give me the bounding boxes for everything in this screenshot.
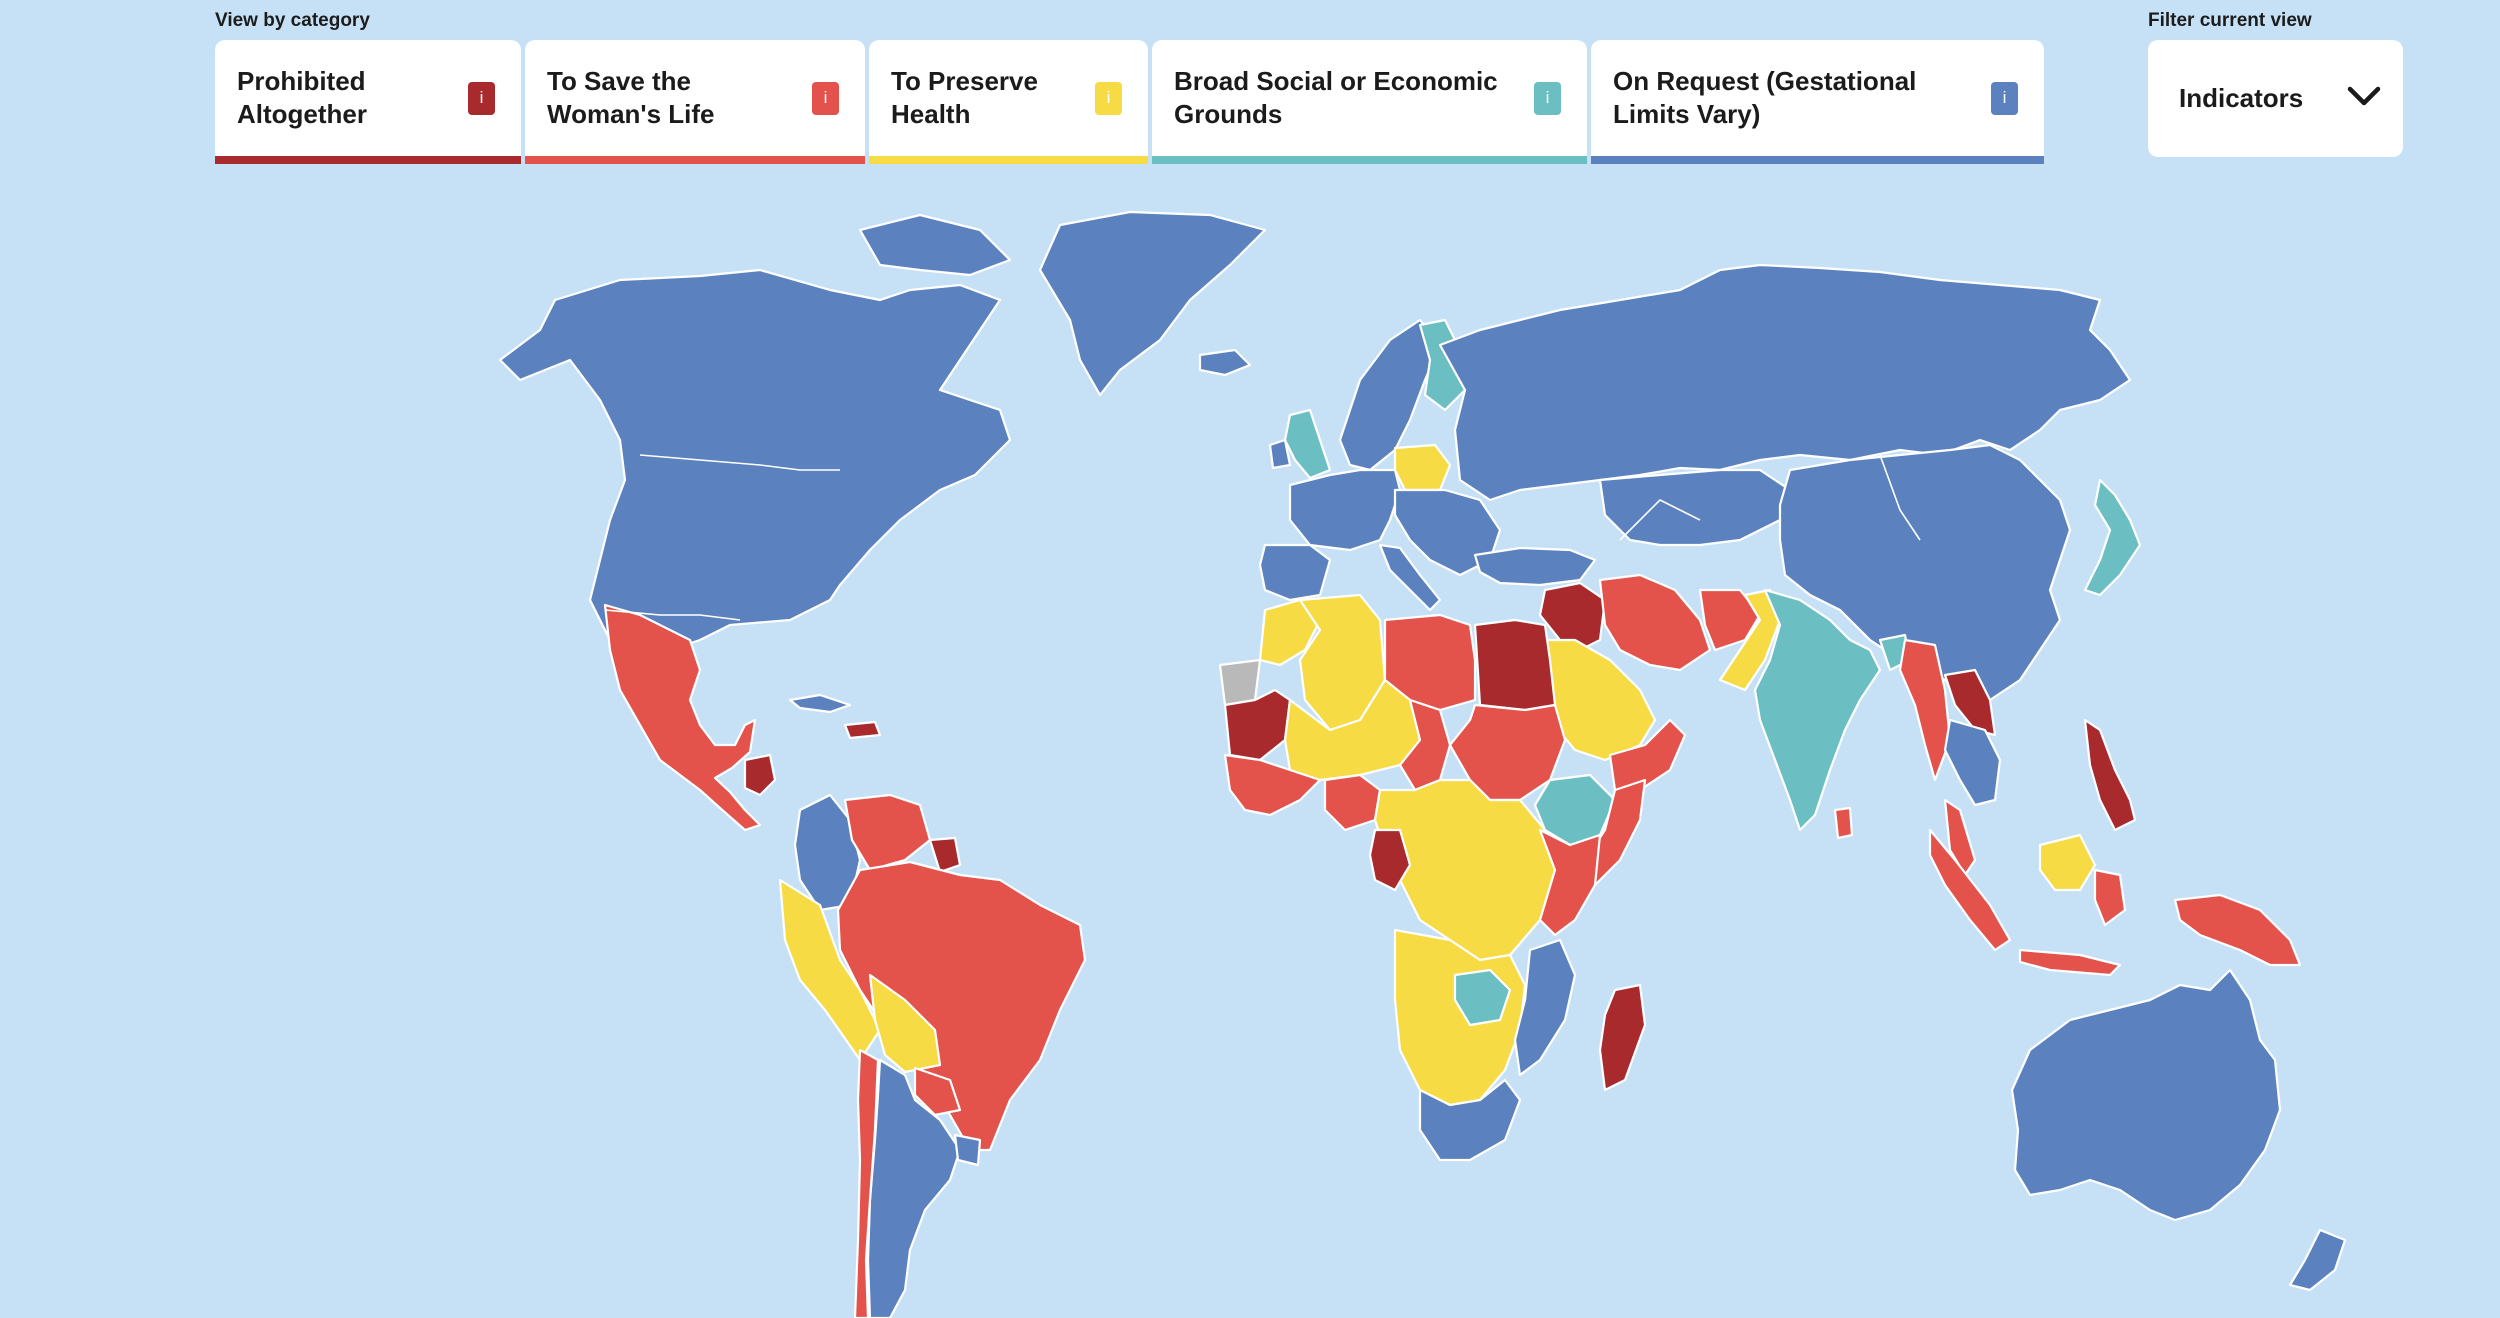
region-india[interactable] bbox=[1753, 588, 1882, 832]
region-mexico[interactable] bbox=[603, 603, 762, 832]
region-western-sahara[interactable] bbox=[1218, 658, 1262, 707]
filter-dropdown[interactable]: Indicators bbox=[2148, 40, 2403, 157]
region-sumatra[interactable] bbox=[1928, 828, 2012, 952]
tab-on-request[interactable]: On Request (Gestational Limits Vary) i bbox=[1591, 40, 2044, 164]
region-united-kingdom[interactable] bbox=[1283, 408, 1332, 480]
region-madagascar[interactable] bbox=[1598, 983, 1647, 1092]
region-myanmar[interactable] bbox=[1898, 638, 1952, 782]
region-uruguay[interactable] bbox=[953, 1133, 982, 1167]
region-south-africa[interactable] bbox=[1418, 1078, 1522, 1162]
filter-current-view-heading: Filter current view bbox=[2148, 10, 2312, 31]
region-laos[interactable] bbox=[1943, 668, 1997, 737]
region-suriname[interactable] bbox=[928, 836, 962, 874]
region-italy[interactable] bbox=[1378, 543, 1442, 612]
region-zambia[interactable] bbox=[1453, 968, 1512, 1027]
world-map bbox=[0, 170, 2500, 1318]
tab-prohibited-altogether[interactable]: Prohibited Altogether i bbox=[215, 40, 521, 164]
tab-broad-social-economic[interactable]: Broad Social or Economic Grounds i bbox=[1152, 40, 1587, 164]
region-iran[interactable] bbox=[1598, 573, 1712, 672]
region-brazil[interactable] bbox=[836, 860, 1087, 1152]
info-icon[interactable]: i bbox=[468, 81, 495, 115]
region-congo[interactable] bbox=[1368, 828, 1412, 892]
tab-label: To Preserve Health bbox=[891, 66, 1038, 129]
region-malay-peninsula[interactable] bbox=[1943, 798, 1977, 877]
tab-label: Prohibited Altogether bbox=[237, 66, 367, 129]
region-paraguay[interactable] bbox=[913, 1066, 962, 1117]
region-somalia[interactable] bbox=[1583, 778, 1647, 887]
region-new-zealand[interactable] bbox=[2288, 1228, 2347, 1292]
view-by-category-heading: View by category bbox=[215, 10, 370, 31]
tab-label: To Save the Woman's Life bbox=[547, 66, 715, 129]
region-ireland[interactable] bbox=[1268, 438, 1292, 470]
region-turkey[interactable] bbox=[1473, 546, 1597, 587]
region-indonesia-east[interactable] bbox=[2018, 868, 2127, 977]
info-icon[interactable]: i bbox=[1991, 81, 2018, 115]
tab-label: On Request (Gestational Limits Vary) bbox=[1613, 66, 1917, 129]
region-syria-iraq[interactable] bbox=[1538, 581, 1607, 652]
region-new-guinea[interactable] bbox=[2173, 893, 2302, 967]
info-icon[interactable]: i bbox=[812, 81, 839, 115]
region-cuba[interactable] bbox=[788, 693, 852, 714]
region-hispaniola[interactable] bbox=[843, 720, 882, 740]
region-japan[interactable] bbox=[2083, 478, 2142, 597]
region-scandinavia[interactable] bbox=[1338, 318, 1442, 472]
region-borneo[interactable] bbox=[2038, 833, 2097, 892]
region-russia[interactable] bbox=[1438, 263, 2132, 502]
region-nigeria[interactable] bbox=[1323, 773, 1382, 832]
region-central-europe[interactable] bbox=[1393, 488, 1502, 577]
region-chile[interactable] bbox=[853, 1048, 880, 1318]
region-mozambique[interactable] bbox=[1513, 938, 1577, 1077]
region-western-europe[interactable] bbox=[1288, 468, 1402, 552]
info-icon[interactable]: i bbox=[1534, 81, 1561, 115]
region-iceland[interactable] bbox=[1198, 348, 1252, 377]
tab-save-womans-life[interactable]: To Save the Woman's Life i bbox=[525, 40, 865, 164]
region-bolivia[interactable] bbox=[868, 973, 942, 1074]
region-china[interactable] bbox=[1778, 443, 2072, 702]
region-sri-lanka[interactable] bbox=[1833, 806, 1854, 840]
region-indochina[interactable] bbox=[1943, 718, 2002, 807]
region-west-africa[interactable] bbox=[1223, 753, 1322, 817]
region-peru[interactable] bbox=[778, 878, 882, 1062]
chevron-down-icon bbox=[2347, 85, 2381, 112]
region-greenland[interactable] bbox=[1038, 210, 1267, 397]
region-central-america[interactable] bbox=[743, 753, 777, 797]
region-poland[interactable] bbox=[1393, 443, 1452, 492]
region-venezuela[interactable] bbox=[843, 793, 932, 872]
region-east-africa[interactable] bbox=[1538, 828, 1602, 937]
info-icon[interactable]: i bbox=[1095, 81, 1122, 115]
filter-selected-value: Indicators bbox=[2179, 83, 2304, 113]
region-central-asia[interactable] bbox=[1598, 468, 1792, 547]
region-southern-africa[interactable] bbox=[1393, 928, 1527, 1107]
region-australia[interactable] bbox=[2010, 968, 2282, 1222]
region-iberia[interactable] bbox=[1258, 543, 1332, 602]
region-afghanistan[interactable] bbox=[1698, 588, 1762, 652]
category-tabs: Prohibited Altogether i To Save the Woma… bbox=[215, 40, 2044, 164]
region-arctic-islands[interactable] bbox=[858, 213, 1012, 277]
region-egypt[interactable] bbox=[1473, 618, 1557, 712]
region-philippines[interactable] bbox=[2083, 718, 2137, 832]
tab-label: Broad Social or Economic Grounds bbox=[1174, 66, 1498, 129]
tab-preserve-health[interactable]: To Preserve Health i bbox=[869, 40, 1148, 164]
